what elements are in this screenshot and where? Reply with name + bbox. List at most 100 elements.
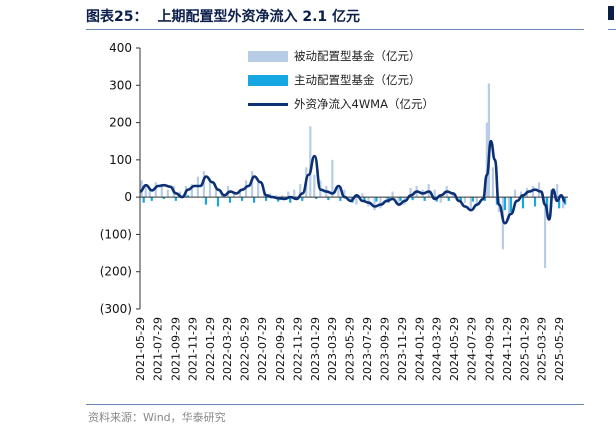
bar [459, 197, 462, 203]
x-tick-label: 2024-09-29 [484, 317, 497, 381]
x-tick-label: 2023-05-29 [343, 317, 356, 381]
bar [519, 191, 523, 198]
x-tick-label: 2024-07-29 [466, 317, 479, 381]
bar [252, 197, 256, 203]
bar [457, 197, 460, 201]
bar [250, 171, 254, 198]
bar [556, 184, 559, 198]
x-tick-label: 2023-07-29 [361, 317, 374, 381]
bar [142, 197, 145, 203]
figure-title: 图表25： 上期配置型外资净流入 2.1 亿元 [86, 6, 360, 26]
chart-legend: 被动配置型基金（亿元） 主动配置型基金（亿元） 外资净流入4WMA（亿元） [248, 44, 434, 116]
legend-label-4wma: 外资净流入4WMA（亿元） [294, 97, 434, 111]
y-tick-label: 400 [109, 41, 132, 55]
bar [349, 197, 352, 201]
bar [289, 197, 292, 203]
x-tick-label: 2024-11-29 [501, 317, 514, 381]
bar [204, 197, 208, 205]
x-tick-label: 2022-11-29 [291, 317, 304, 381]
bar [545, 197, 549, 211]
bar [160, 184, 163, 198]
bar [150, 197, 153, 201]
x-tick-label: 2023-03-29 [326, 317, 339, 381]
bar [475, 197, 478, 207]
legend-swatch-passive [248, 50, 288, 62]
x-tick-label: 2024-03-29 [431, 317, 444, 381]
bar [257, 182, 260, 198]
bar [309, 126, 312, 198]
bar [451, 193, 454, 198]
bar [144, 185, 147, 198]
bar [379, 197, 382, 209]
bar [397, 197, 400, 203]
bar [463, 197, 466, 203]
bar [228, 197, 232, 203]
y-tick-label: (200) [100, 265, 132, 279]
figure-header: 图表25： 上期配置型外资净流入 2.1 亿元 [0, 0, 585, 30]
bar [148, 187, 151, 198]
x-tick-label: 2022-01-29 [204, 317, 217, 381]
bar [186, 195, 189, 198]
bar [562, 197, 565, 209]
bar [337, 187, 340, 198]
bar [469, 197, 472, 209]
bar [503, 197, 507, 211]
x-tick-label: 2022-07-29 [256, 317, 269, 381]
legend-item-active: 主动配置型基金（亿元） [248, 68, 434, 92]
y-tick-label: (100) [100, 227, 132, 241]
source-note: 资料来源：Wind，华泰研究 [88, 411, 226, 424]
bar [327, 197, 330, 201]
bar [543, 197, 547, 268]
adjacent-header-rule [608, 29, 616, 30]
x-tick-label: 2023-01-29 [309, 317, 322, 381]
bar [385, 197, 388, 201]
bar [564, 197, 567, 205]
bar [315, 197, 318, 200]
bar [409, 187, 412, 198]
bar [216, 197, 220, 207]
bar [361, 193, 364, 198]
y-tick-label: (300) [100, 302, 132, 316]
bar [275, 195, 278, 198]
bar [166, 189, 169, 198]
y-tick-label: 0 [124, 190, 132, 204]
legend-item-passive: 被动配置型基金（亿元） [248, 44, 434, 68]
y-axis-ticks: (300) (200) (100) 0 100 200 300 400 [100, 41, 140, 316]
bar [265, 197, 268, 201]
bar [293, 189, 296, 198]
bar [447, 197, 450, 201]
bar [281, 195, 284, 198]
bar [232, 191, 236, 198]
bar [487, 83, 490, 198]
x-axis-ticks: 2021-05-29 2021-07-29 2021-09-29 2021-11-29… [134, 317, 566, 381]
x-tick-label: 2023-11-29 [396, 317, 409, 381]
legend-item-4wma: 外资净流入4WMA（亿元） [248, 92, 434, 116]
bar [202, 171, 206, 198]
y-tick-label: 200 [109, 116, 132, 130]
adjacent-title-fragment [608, 6, 614, 20]
y-tick-label: 300 [109, 78, 132, 92]
bar [507, 197, 511, 220]
bar [301, 197, 304, 201]
bar [533, 197, 537, 207]
bar [162, 197, 165, 200]
adjacent-panel-edge [604, 0, 616, 434]
x-tick-label: 2025-01-29 [518, 317, 531, 381]
bar [343, 189, 346, 198]
legend-label-active: 主动配置型基金（亿元） [294, 73, 421, 87]
figure-title-text: 上期配置型外资净流入 2.1 亿元 [157, 9, 361, 25]
bar [363, 197, 366, 201]
bar [355, 197, 358, 205]
bar [313, 174, 316, 198]
bar [483, 197, 486, 201]
x-tick-label: 2022-05-29 [239, 317, 252, 381]
bar [537, 182, 541, 198]
bar [299, 184, 302, 198]
bar [238, 189, 242, 198]
bar [509, 197, 513, 213]
bar [491, 167, 494, 198]
bar [411, 197, 414, 201]
footer-rule [86, 404, 584, 405]
legend-label-passive: 被动配置型基金（亿元） [294, 49, 421, 63]
